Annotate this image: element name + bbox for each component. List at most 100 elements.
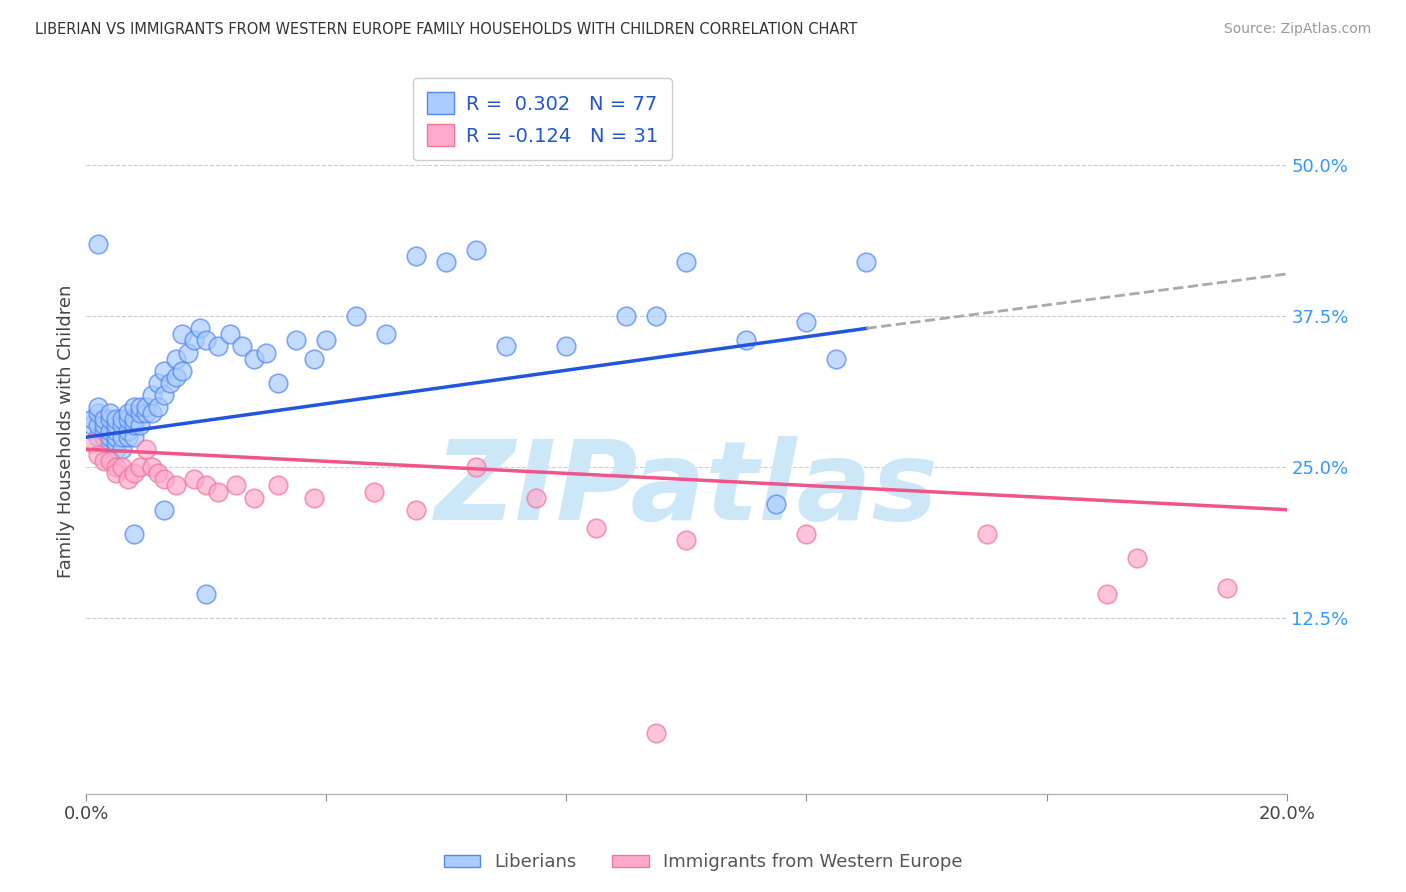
Point: [165, 351, 187, 366]
Point: [735, 334, 758, 348]
Point: [98, 412, 121, 426]
Point: [141, 388, 163, 402]
Point: [129, 400, 152, 414]
Point: [93, 412, 115, 426]
Point: [645, 726, 668, 740]
Point: [93, 418, 115, 433]
Point: [87, 430, 110, 444]
Point: [87, 406, 110, 420]
Point: [98, 430, 121, 444]
Point: [82, 412, 104, 426]
Point: [153, 364, 176, 378]
Point: [98, 454, 121, 468]
Point: [129, 406, 152, 420]
Point: [105, 418, 128, 433]
Point: [105, 430, 128, 444]
Point: [195, 334, 218, 348]
Point: [231, 339, 253, 353]
Point: [267, 478, 290, 492]
Point: [117, 430, 139, 444]
Point: [1125, 551, 1147, 566]
Point: [148, 376, 170, 390]
Point: [93, 424, 115, 438]
Point: [111, 418, 134, 433]
Point: [135, 400, 157, 414]
Point: [117, 412, 139, 426]
Point: [183, 472, 205, 486]
Point: [165, 369, 187, 384]
Point: [148, 400, 170, 414]
Point: [124, 430, 146, 444]
Point: [207, 484, 229, 499]
Point: [855, 255, 877, 269]
Point: [165, 478, 187, 492]
Point: [87, 400, 110, 414]
Point: [153, 502, 176, 516]
Point: [267, 376, 290, 390]
Point: [129, 460, 152, 475]
Point: [434, 255, 457, 269]
Point: [135, 442, 157, 457]
Text: LIBERIAN VS IMMIGRANTS FROM WESTERN EUROPE FAMILY HOUSEHOLDS WITH CHILDREN CORRE: LIBERIAN VS IMMIGRANTS FROM WESTERN EURO…: [35, 22, 858, 37]
Point: [87, 448, 110, 462]
Point: [645, 310, 668, 324]
Point: [375, 327, 398, 342]
Point: [105, 460, 128, 475]
Point: [141, 406, 163, 420]
Point: [153, 472, 176, 486]
Point: [141, 460, 163, 475]
Point: [117, 472, 139, 486]
Legend: Liberians, Immigrants from Western Europe: Liberians, Immigrants from Western Europ…: [436, 847, 970, 879]
Point: [177, 345, 200, 359]
Point: [93, 454, 115, 468]
Point: [363, 484, 385, 499]
Point: [105, 436, 128, 450]
Point: [207, 339, 229, 353]
Point: [976, 526, 998, 541]
Point: [765, 497, 787, 511]
Point: [124, 526, 146, 541]
Point: [285, 334, 308, 348]
Point: [87, 236, 110, 251]
Point: [124, 467, 146, 481]
Text: ZIPatlas: ZIPatlas: [434, 435, 938, 542]
Point: [254, 345, 277, 359]
Point: [124, 400, 146, 414]
Point: [82, 436, 104, 450]
Point: [111, 442, 134, 457]
Legend: R =  0.302   N = 77, R = -0.124   N = 31: R = 0.302 N = 77, R = -0.124 N = 31: [413, 78, 672, 160]
Point: [124, 418, 146, 433]
Point: [111, 412, 134, 426]
Point: [675, 255, 697, 269]
Point: [405, 502, 427, 516]
Point: [124, 412, 146, 426]
Point: [1095, 587, 1118, 601]
Point: [98, 436, 121, 450]
Point: [315, 334, 337, 348]
Point: [304, 351, 326, 366]
Point: [344, 310, 367, 324]
Point: [111, 460, 134, 475]
Point: [93, 430, 115, 444]
Point: [105, 467, 128, 481]
Point: [172, 364, 194, 378]
Point: [148, 467, 170, 481]
Point: [82, 418, 104, 433]
Point: [243, 491, 266, 505]
Point: [555, 339, 578, 353]
Point: [526, 491, 548, 505]
Point: [495, 339, 517, 353]
Point: [616, 310, 638, 324]
Point: [243, 351, 266, 366]
Point: [675, 533, 697, 547]
Point: [105, 412, 128, 426]
Point: [188, 321, 211, 335]
Point: [465, 460, 488, 475]
Point: [219, 327, 242, 342]
Point: [825, 351, 848, 366]
Point: [465, 243, 488, 257]
Point: [135, 406, 157, 420]
Text: Source: ZipAtlas.com: Source: ZipAtlas.com: [1223, 22, 1371, 37]
Point: [195, 587, 218, 601]
Point: [195, 478, 218, 492]
